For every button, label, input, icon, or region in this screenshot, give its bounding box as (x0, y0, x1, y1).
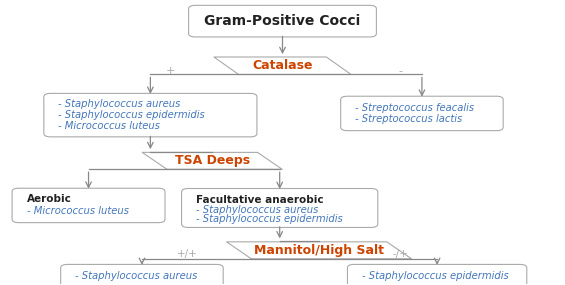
FancyBboxPatch shape (12, 188, 165, 223)
Text: - Staphylococcus aureus: - Staphylococcus aureus (58, 99, 181, 109)
Text: +: + (166, 66, 175, 76)
Polygon shape (142, 152, 282, 169)
Text: - Micrococcus luteus: - Micrococcus luteus (58, 121, 160, 131)
Polygon shape (227, 242, 411, 259)
FancyBboxPatch shape (341, 96, 503, 131)
Text: - Staphylococcus epidermidis: - Staphylococcus epidermidis (362, 271, 509, 281)
Text: Aerobic: Aerobic (27, 194, 72, 204)
Text: - Streptococcus lactis: - Streptococcus lactis (355, 114, 463, 124)
Text: Facultative anaerobic: Facultative anaerobic (196, 194, 324, 205)
Polygon shape (214, 57, 351, 74)
Text: Catalase: Catalase (252, 59, 313, 72)
Text: - Staphylococcus aureus: - Staphylococcus aureus (196, 205, 319, 215)
Text: - Staphylococcus epidermidis: - Staphylococcus epidermidis (196, 214, 343, 224)
Text: - Staphylococcus aureus: - Staphylococcus aureus (75, 271, 198, 281)
Text: - Micrococcus luteus: - Micrococcus luteus (27, 205, 129, 215)
FancyBboxPatch shape (189, 5, 376, 37)
Text: Gram-Positive Cocci: Gram-Positive Cocci (205, 14, 360, 28)
Text: -: - (398, 66, 403, 76)
Text: +/+: +/+ (176, 249, 197, 259)
FancyBboxPatch shape (60, 264, 223, 285)
Text: - Staphylococcus epidermidis: - Staphylococcus epidermidis (58, 110, 205, 120)
Text: -/+: -/+ (393, 249, 408, 259)
Text: - Streptococcus feacalis: - Streptococcus feacalis (355, 103, 475, 113)
Text: TSA Deeps: TSA Deeps (175, 154, 250, 167)
FancyBboxPatch shape (181, 188, 378, 227)
FancyBboxPatch shape (347, 264, 527, 285)
Text: Mannitol/High Salt: Mannitol/High Salt (254, 244, 384, 257)
FancyBboxPatch shape (44, 93, 257, 137)
